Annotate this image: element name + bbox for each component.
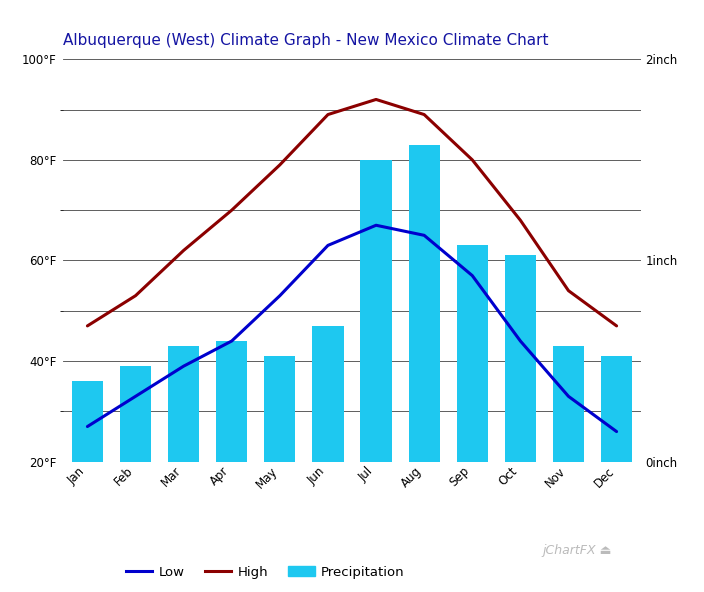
Bar xyxy=(553,346,584,462)
Bar xyxy=(601,356,632,462)
Bar xyxy=(360,160,391,462)
Bar xyxy=(408,144,440,462)
Text: Albuquerque (West) Climate Graph - New Mexico Climate Chart: Albuquerque (West) Climate Graph - New M… xyxy=(63,33,549,49)
Bar xyxy=(72,381,103,462)
Bar xyxy=(168,346,199,462)
Bar xyxy=(457,245,488,462)
Bar xyxy=(505,255,536,462)
Text: jChartFX ⏏: jChartFX ⏏ xyxy=(543,544,612,557)
Legend: Low, High, Precipitation: Low, High, Precipitation xyxy=(120,561,410,584)
Bar xyxy=(313,326,344,462)
Bar xyxy=(264,356,296,462)
Bar xyxy=(120,366,151,462)
Bar xyxy=(216,341,247,462)
